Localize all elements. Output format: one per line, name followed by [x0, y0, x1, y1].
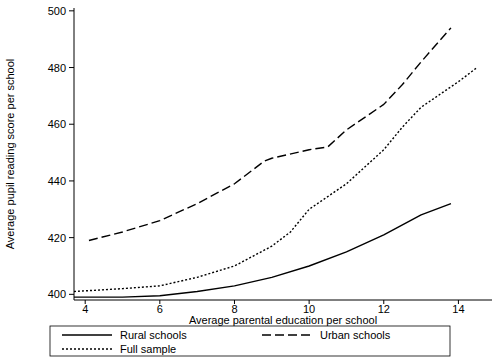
background: [0, 0, 500, 357]
x-tick-label: 12: [378, 303, 390, 315]
y-axis-title: Average pupil reading score per school: [4, 59, 16, 250]
legend-swatch: [62, 334, 112, 335]
y-axis: [74, 8, 75, 300]
legend-swatch: [62, 348, 112, 349]
x-tick-label: 4: [82, 303, 88, 315]
x-tick-label: 6: [157, 303, 163, 315]
y-tick-label: 460: [48, 118, 66, 130]
legend-label: Full sample: [120, 343, 176, 355]
chart: 400420440460480500468101214Average paren…: [0, 0, 500, 357]
x-axis: [74, 300, 492, 301]
y-tick: [69, 67, 74, 68]
legend-swatch: [262, 334, 312, 335]
y-tick-label: 400: [48, 288, 66, 300]
x-axis-title: Average parental education per school: [189, 314, 377, 326]
y-tick: [69, 180, 74, 181]
x-tick-label: 14: [452, 303, 464, 315]
series-line: [89, 28, 451, 241]
y-tick-label: 500: [48, 5, 66, 17]
legend-label: Rural schools: [120, 329, 187, 341]
y-tick: [69, 237, 74, 238]
y-tick: [69, 10, 74, 11]
y-tick: [69, 294, 74, 295]
y-tick: [69, 124, 74, 125]
legend-label: Urban schools: [320, 329, 391, 341]
legend-box: [50, 326, 450, 356]
series-line: [74, 204, 451, 298]
series-line: [74, 68, 477, 292]
y-tick-label: 480: [48, 62, 66, 74]
y-tick-label: 440: [48, 175, 66, 187]
plot-area: [74, 28, 477, 297]
y-tick-label: 420: [48, 232, 66, 244]
